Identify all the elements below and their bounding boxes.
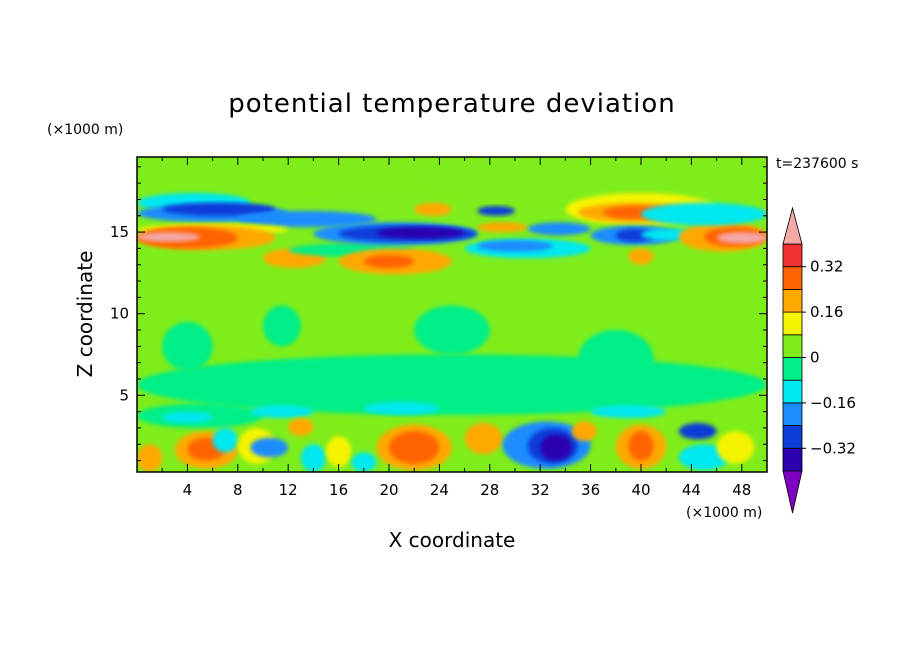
field-region-60 [571,421,597,441]
colorbar-segment [782,243,803,268]
x-axis: 4 8 12 16 20 24 28 32 36 40 44 48 [161,157,768,499]
plot-area [137,157,767,472]
field-region-6 [237,210,377,228]
colorbar-tick-label: 0 [810,349,820,367]
colorbar-tick-label: 0.32 [810,258,843,276]
field-region-52 [326,436,352,468]
colorbar-segment [782,266,803,290]
colorbar-segment [782,288,803,313]
x-tick-label: 20 [379,481,398,499]
field-region-59 [540,434,572,461]
colorbar-tick-label: −0.32 [810,439,856,457]
field-region-65 [716,431,755,464]
x-axis-label: X coordinate [389,528,516,552]
field-region-50 [288,418,314,437]
field-region-43 [590,405,667,419]
y-tick-label: 5 [119,386,129,404]
field-region-47 [212,427,238,453]
field-region-5 [162,202,276,216]
field-region-64 [678,444,730,471]
colorbar-segment [782,425,803,449]
field-region-53 [351,452,377,472]
field-region-41 [250,405,314,419]
colorbar-segment [782,447,803,472]
colorbar-min-arrow [782,470,803,514]
colorbar-tick-label: 0.16 [810,303,843,321]
field-region-56 [464,423,503,455]
x-tick-label: 16 [329,481,348,499]
x-tick-label: 48 [732,481,751,499]
colorbar-tick-label: −0.16 [810,394,856,412]
colorbar-segment [782,311,803,336]
y-tick-label: 15 [110,223,129,241]
field-region-29 [628,248,654,265]
y-axis-label: Z coordinate [73,251,97,378]
x-tick-label: 44 [682,481,701,499]
plot-frame [136,156,768,473]
field-region-42 [363,401,440,415]
colorbar-segment [782,402,803,426]
field-region-18 [363,254,415,268]
field-region-20 [477,240,553,252]
field-region-55 [389,431,440,464]
field-region-10 [137,232,200,242]
field-region-63 [678,423,717,440]
x-tick-label: 28 [480,481,499,499]
x-tick-label: 32 [531,481,550,499]
field-region-40 [162,411,213,424]
field-region-22 [477,222,528,233]
colorbar-segment [782,334,803,358]
field-region-49 [250,437,289,458]
chart-title: potential temperature deviation [228,89,675,119]
x-tick-label: 4 [183,481,193,499]
field-region-38 [578,330,654,388]
field-region-21 [477,205,515,216]
y-tick-label: 10 [110,305,129,323]
field-region-44 [137,444,163,472]
colorbar-max-arrow [782,206,803,245]
x-tick-label: 8 [233,481,243,499]
field-region-16 [414,202,452,216]
field-region-34 [641,202,767,226]
x-unit-label: (×1000 m) [686,505,762,521]
x-tick-label: 12 [279,481,298,499]
field-region-36 [263,305,301,347]
y-unit-label: (×1000 m) [47,122,123,138]
colorbar-segment [782,379,803,404]
x-tick-label: 24 [430,481,449,499]
field-region-33 [716,232,767,244]
field-region-37 [414,305,490,355]
field-region-15 [376,227,465,239]
y-axis: 5 10 15 [110,166,767,462]
x-tick-label: 36 [581,481,600,499]
field-region-51 [300,444,326,472]
x-tick-label: 40 [631,481,650,499]
field-region-35 [162,321,213,371]
field-region-62 [628,431,654,461]
colorbar: 0.32 0.16 0 −0.16 −0.32 [782,206,856,514]
colorbar-segment [782,357,803,381]
time-label: t=237600 s [776,156,858,172]
field-region-23 [527,222,591,236]
field-region-2 [414,157,667,200]
field-layer [137,157,767,472]
